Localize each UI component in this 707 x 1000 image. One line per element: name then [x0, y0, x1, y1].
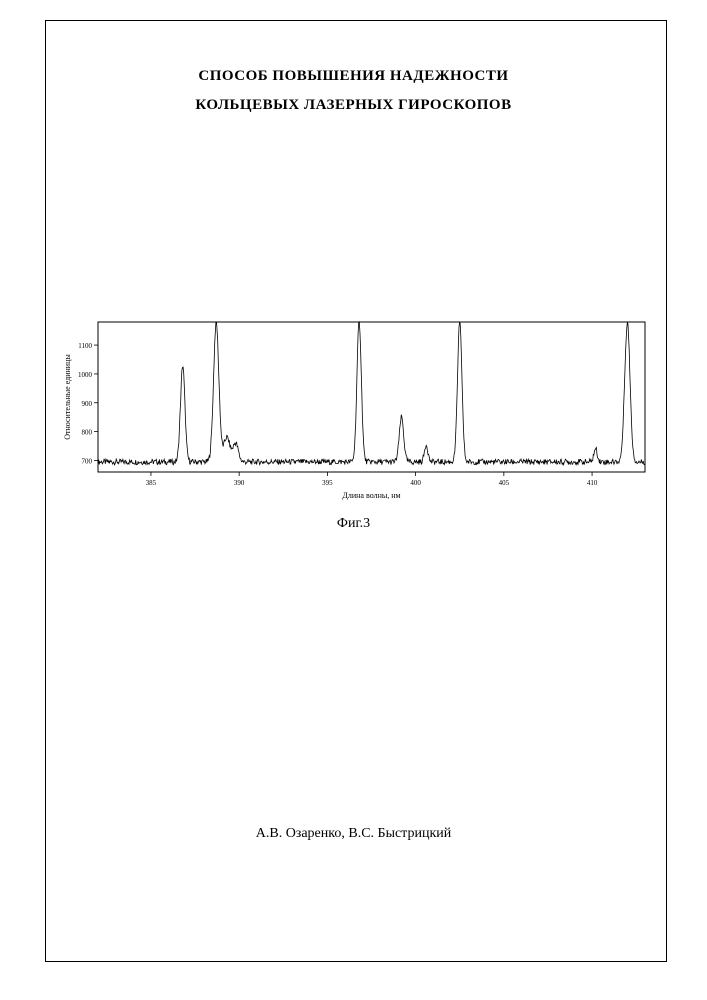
spectrum-chart: 385 390 395 400 405 410 700 800 900 1000 1100 Длина… — [60, 320, 650, 500]
svg-text:700: 700 — [82, 457, 93, 465]
svg-text:385: 385 — [146, 479, 157, 487]
svg-text:390: 390 — [234, 479, 245, 487]
title-line-1: СПОСОБ ПОВЫШЕНИЯ НАДЕЖНОСТИ — [0, 62, 707, 91]
svg-text:900: 900 — [82, 400, 93, 408]
svg-text:Относительные единицы: Относительные единицы — [63, 354, 72, 440]
svg-text:395: 395 — [322, 479, 333, 487]
svg-text:405: 405 — [499, 479, 510, 487]
svg-text:410: 410 — [587, 479, 598, 487]
document-title: СПОСОБ ПОВЫШЕНИЯ НАДЕЖНОСТИ КОЛЬЦЕВЫХ ЛА… — [0, 62, 707, 119]
authors-line: А.В. Озаренко, В.С. Быстрицкий — [0, 826, 707, 842]
svg-text:Длина волны, нм: Длина волны, нм — [342, 491, 400, 500]
spectrum-svg: 385 390 395 400 405 410 700 800 900 1000 1100 Длина… — [60, 320, 650, 500]
svg-text:1000: 1000 — [78, 371, 93, 379]
svg-text:400: 400 — [410, 479, 421, 487]
svg-text:1100: 1100 — [78, 342, 92, 350]
figure-label: Фиг.3 — [0, 516, 707, 532]
title-line-2: КОЛЬЦЕВЫХ ЛАЗЕРНЫХ ГИРОСКОПОВ — [0, 91, 707, 120]
svg-text:800: 800 — [82, 429, 93, 437]
